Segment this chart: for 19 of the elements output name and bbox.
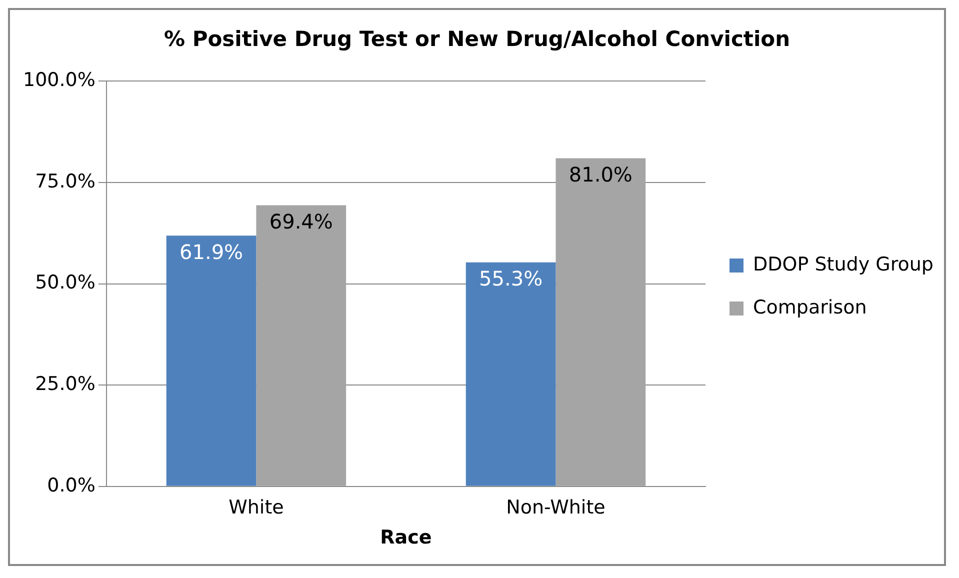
bar bbox=[166, 236, 256, 486]
bar bbox=[256, 205, 346, 486]
legend-label: DDOP Study Group bbox=[753, 253, 934, 276]
x-tick-label: White bbox=[228, 496, 284, 519]
data-label: 55.3% bbox=[479, 266, 543, 291]
data-label: 69.4% bbox=[269, 209, 333, 234]
data-label: 61.9% bbox=[180, 240, 244, 264]
x-tick-label: Non-White bbox=[506, 496, 606, 519]
data-label: 81.0% bbox=[568, 162, 632, 186]
chart-title: % Positive Drug Test or New Drug/Alcohol Conviction bbox=[164, 27, 790, 52]
bar bbox=[466, 262, 556, 486]
x-axis-title: Race bbox=[380, 526, 432, 549]
bar bbox=[556, 158, 646, 486]
y-tick-label: 100.0% bbox=[22, 69, 96, 92]
y-tick-label: 50.0% bbox=[35, 272, 96, 294]
y-tick-label: 25.0% bbox=[35, 373, 96, 396]
y-tick-label: 0.0% bbox=[47, 474, 96, 496]
y-tick-label: 75.0% bbox=[35, 170, 96, 192]
legend-label: Comparison bbox=[753, 296, 867, 318]
